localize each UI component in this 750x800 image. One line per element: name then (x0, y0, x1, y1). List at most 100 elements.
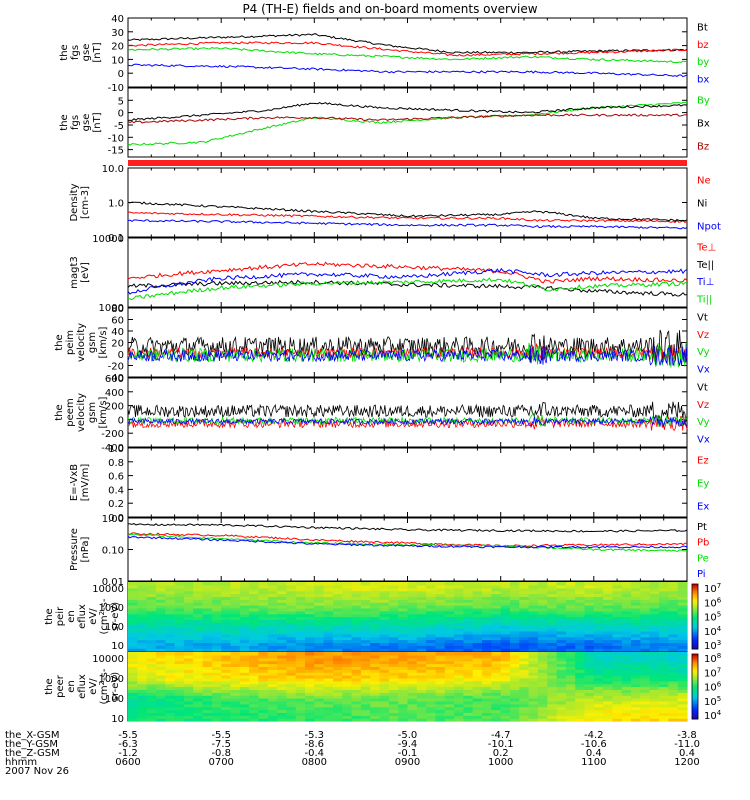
heatmap-cell (137, 636, 148, 641)
heatmap-cell (547, 590, 558, 595)
heatmap-cell (444, 642, 455, 646)
heatmap-cell (146, 625, 157, 629)
heatmap-cell (547, 616, 558, 620)
heatmap-cell (388, 680, 399, 685)
heatmap-cell (155, 715, 166, 719)
colorbar-swatch (692, 690, 698, 694)
heatmap-cell (137, 605, 148, 609)
heatmap-cell (211, 582, 222, 586)
heatmap-cell (128, 625, 138, 629)
heatmap-cell (137, 645, 148, 649)
heatmap-cell (211, 666, 222, 670)
heatmap-cell (342, 639, 353, 643)
heatmap-cell (519, 686, 530, 690)
heatmap-cell (612, 645, 623, 649)
heatmap-cell (146, 584, 157, 589)
heatmap-cell (286, 630, 297, 635)
heatmap-cell (323, 584, 334, 589)
heatmap-cell (249, 686, 259, 690)
heatmap-cell (631, 642, 641, 646)
heatmap-cell (603, 715, 613, 719)
heatmap-cell (351, 607, 362, 612)
heatmap-cell (454, 712, 464, 716)
heatmap-cell (183, 622, 194, 626)
heatmap-cell (603, 602, 613, 606)
heatmap-cell (221, 582, 232, 586)
heatmap-cell (510, 689, 520, 693)
heatmap-cell (370, 718, 381, 722)
heatmap-cell (510, 700, 520, 705)
heatmap-cell (146, 628, 157, 632)
heatmap-cell (547, 660, 558, 665)
heatmap-cell (183, 645, 194, 649)
heatmap-cell (277, 607, 287, 612)
heatmap-cell (649, 622, 660, 626)
heatmap-cell (323, 718, 334, 722)
heatmap-cell (575, 596, 586, 600)
heatmap-cell (388, 619, 399, 623)
heatmap-cell (435, 633, 446, 638)
heatmap-cell (230, 652, 241, 656)
heatmap-cell (556, 584, 567, 589)
heatmap-cell (221, 602, 232, 606)
heatmap-cell (333, 584, 343, 589)
heatmap-cell (565, 593, 576, 597)
heatmap-cell (528, 639, 539, 643)
heatmap-cell (193, 582, 204, 586)
heatmap-cell (612, 703, 623, 708)
heatmap-cell (146, 669, 157, 673)
heatmap-cell (258, 645, 269, 649)
heatmap-cell (202, 700, 213, 705)
heatmap-cell (537, 633, 548, 638)
heatmap-cell (491, 663, 502, 667)
heatmap-cell (416, 652, 427, 656)
heatmap-cell (537, 652, 548, 656)
ephem-value: 0.4 (679, 748, 695, 759)
heatmap-cell (351, 715, 362, 719)
heatmap-cell (258, 652, 269, 656)
colorbar-swatch (692, 699, 698, 703)
heatmap-cell (155, 596, 166, 600)
heatmap-cell (379, 593, 390, 597)
y-axis-label: the (54, 334, 65, 350)
heatmap-cell (137, 654, 148, 659)
y-tick-label: 0.0 (108, 513, 124, 524)
heatmap-cell (128, 686, 138, 690)
heatmap-cell (649, 703, 660, 708)
heatmap-cell (230, 619, 241, 623)
heatmap-cell (668, 715, 679, 719)
heatmap-cell (463, 715, 474, 719)
heatmap-cell (528, 602, 539, 606)
heatmap-cell (435, 700, 446, 705)
heatmap-cell (351, 698, 362, 702)
heatmap-cell (416, 633, 427, 638)
heatmap-cell (575, 683, 586, 688)
heatmap-cell (612, 680, 623, 685)
heatmap-cell (174, 593, 185, 597)
heatmap-cell (155, 639, 166, 643)
heatmap-cell (444, 622, 455, 626)
heatmap-cell (537, 619, 548, 623)
heatmap-cell (360, 666, 371, 670)
heatmap-cell (547, 680, 558, 685)
heatmap-cell (603, 695, 613, 699)
heatmap-cell (193, 718, 204, 722)
heatmap-cell (603, 706, 613, 711)
heatmap-cell (155, 619, 166, 623)
heatmap-cell (491, 613, 502, 618)
heatmap-cell (593, 584, 604, 589)
y-tick-label: 100 (105, 622, 124, 633)
heatmap-cell (584, 642, 595, 646)
heatmap-cell (584, 686, 595, 690)
heatmap-cell (640, 675, 651, 679)
heatmap-cell (444, 675, 455, 679)
heatmap-cell (221, 652, 232, 656)
heatmap-cell (183, 593, 194, 597)
heatmap-cell (603, 625, 613, 629)
heatmap-cell (398, 599, 409, 603)
heatmap-cell (277, 587, 287, 592)
heatmap-cell (463, 628, 474, 632)
heatmap-cell (165, 666, 176, 670)
heatmap-cell (137, 628, 148, 632)
heatmap-cell (640, 616, 651, 620)
